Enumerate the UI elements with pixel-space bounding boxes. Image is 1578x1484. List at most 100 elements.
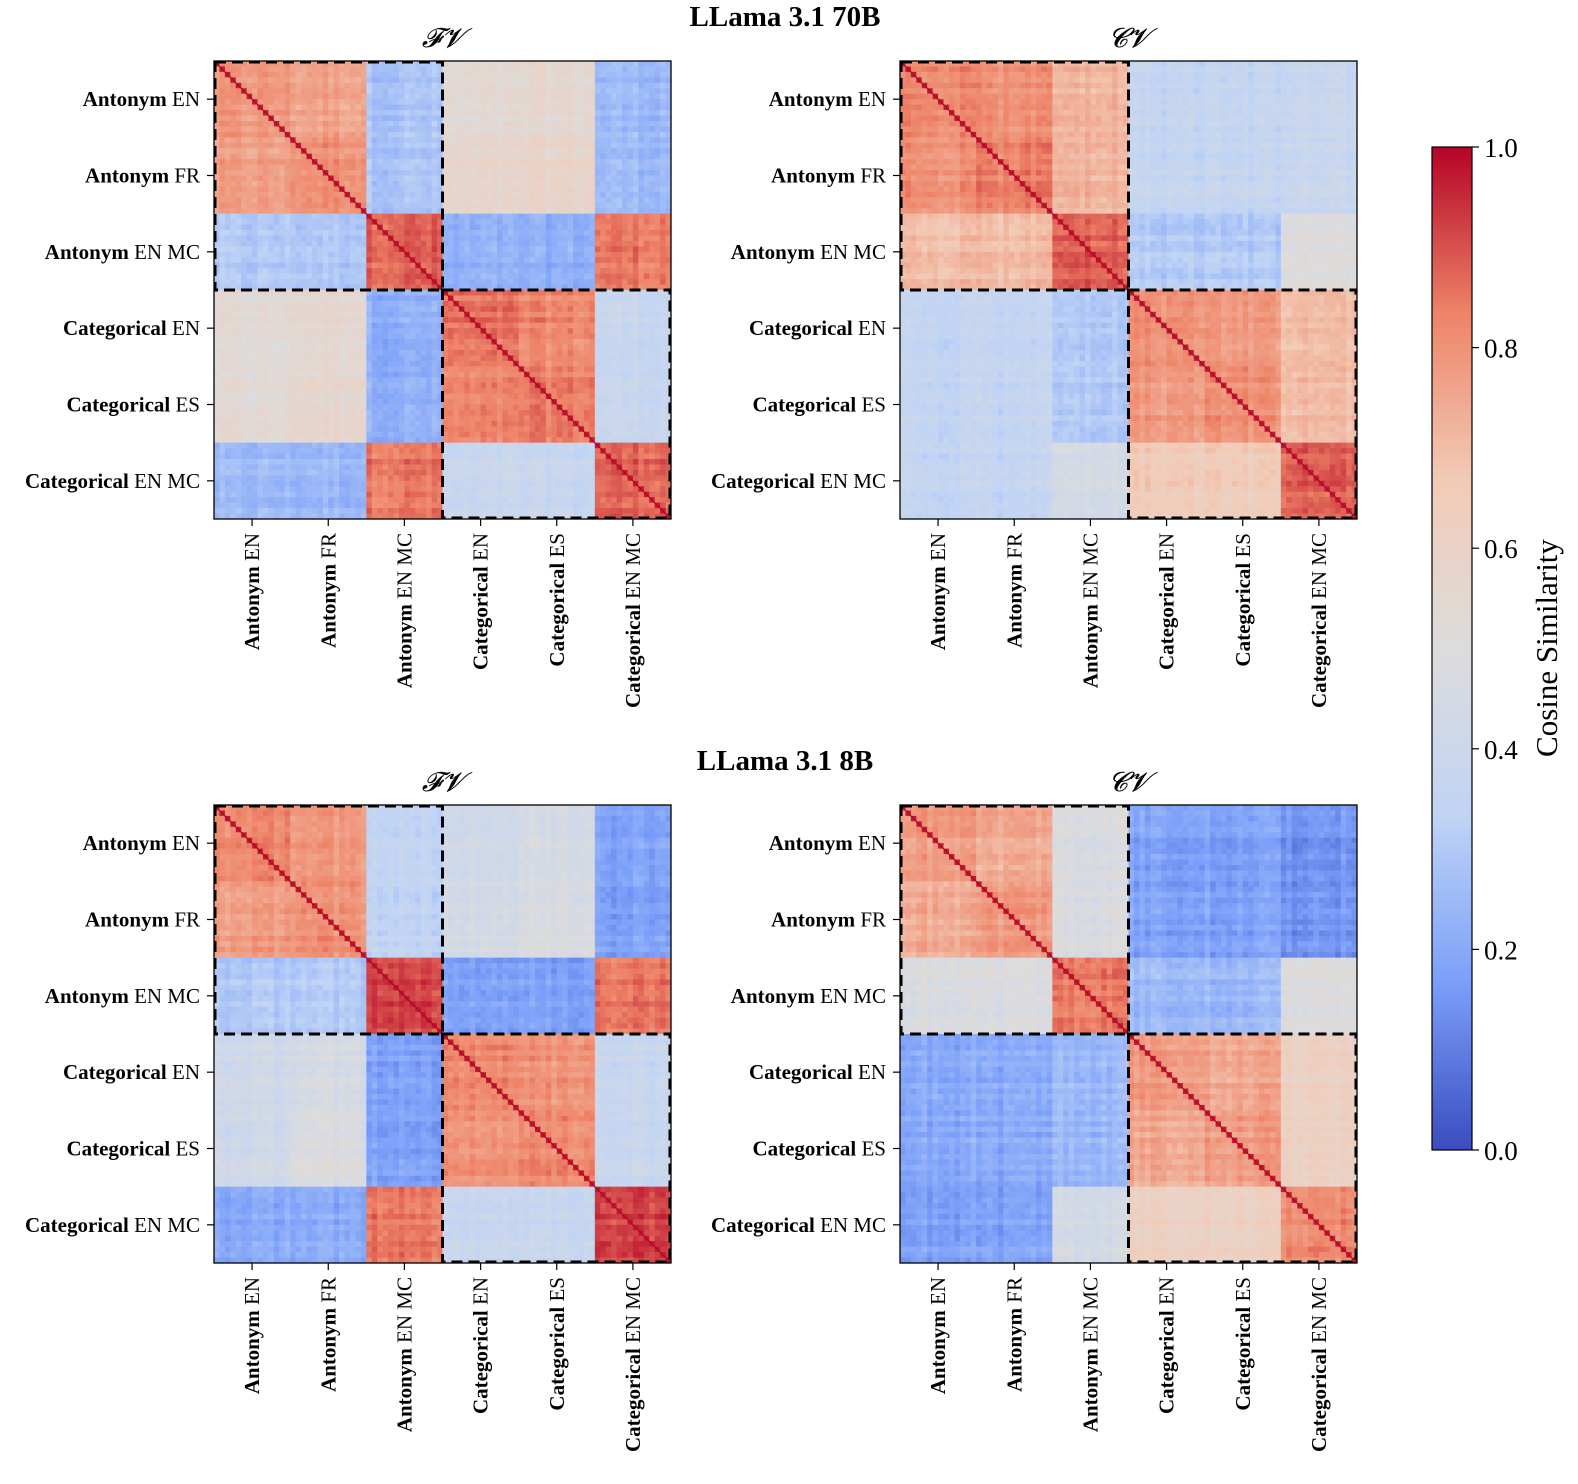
heatmap-cell [279, 273, 286, 280]
heatmap-cell [230, 328, 237, 335]
heatmap-cell [583, 148, 590, 155]
heatmap-cell [491, 175, 498, 182]
heatmap-cell [437, 235, 444, 242]
heatmap-cell [632, 131, 639, 138]
heatmap-cell [230, 71, 237, 78]
heatmap-cell [344, 148, 351, 155]
heatmap-cell [284, 180, 291, 187]
heatmap-cell [545, 306, 552, 313]
heatmap-cell [545, 371, 552, 378]
heatmap-cell [660, 279, 667, 286]
heatmap-cell [529, 268, 536, 275]
heatmap-cell [654, 251, 661, 258]
heatmap-cell [491, 82, 498, 89]
heatmap-cell [551, 137, 558, 144]
heatmap-cell [632, 366, 639, 373]
heatmap-cell [622, 322, 629, 329]
heatmap-cell [393, 224, 400, 231]
heatmap-cell [518, 202, 525, 209]
heatmap-cell [317, 339, 324, 346]
heatmap-cell [534, 120, 542, 128]
heatmap-cell [469, 366, 476, 373]
heatmap-cell [235, 208, 242, 215]
heatmap-cell [518, 273, 525, 280]
heatmap-cell [355, 355, 362, 362]
heatmap-cell [377, 186, 384, 193]
heatmap-cell [431, 257, 438, 264]
heatmap-cell [252, 251, 259, 258]
heatmap-cell [578, 175, 585, 182]
heatmap-cell [643, 104, 650, 111]
heatmap-cell [230, 66, 237, 73]
heatmap-cell [442, 240, 449, 247]
heatmap-cell [235, 344, 242, 351]
heatmap-cell [458, 311, 465, 318]
heatmap-cell [529, 349, 536, 357]
heatmap-cell [273, 219, 280, 226]
heatmap-cell [279, 306, 286, 313]
heatmap-cell [339, 66, 346, 73]
heatmap-cell [241, 295, 248, 302]
heatmap-cell [301, 77, 308, 84]
heatmap-cell [219, 224, 226, 231]
heatmap-cell [437, 131, 444, 138]
heatmap-cell [382, 213, 389, 220]
heatmap-cell [594, 306, 601, 313]
heatmap-cell [578, 311, 585, 318]
heatmap-cell [404, 104, 411, 111]
heatmap-cell [540, 131, 547, 138]
heatmap-cell [600, 142, 607, 149]
heatmap-cell [295, 224, 302, 231]
heatmap-cell [507, 273, 514, 280]
heatmap-cell [556, 131, 563, 138]
heatmap-cell [355, 377, 362, 384]
heatmap-cell [306, 279, 313, 286]
heatmap-cell [573, 170, 580, 177]
heatmap-cell [214, 224, 221, 231]
heatmap-cell [529, 355, 536, 362]
heatmap-cell [442, 235, 449, 242]
heatmap-cell [534, 159, 542, 166]
heatmap-cell [622, 235, 629, 242]
heatmap-cell [578, 219, 585, 226]
heatmap-cell [317, 191, 324, 198]
heatmap-cell [241, 251, 248, 258]
heatmap-cell [301, 61, 308, 68]
heatmap-cell [486, 104, 493, 111]
heatmap-cell [518, 142, 525, 149]
heatmap-cell [431, 251, 438, 258]
heatmap-cell [350, 186, 357, 193]
heatmap-cell [388, 251, 395, 258]
heatmap-cell [632, 61, 639, 68]
heatmap-cell [273, 355, 280, 362]
heatmap-cell [578, 126, 585, 133]
heatmap-cell [284, 344, 291, 351]
heatmap-cell [480, 273, 487, 280]
heatmap-cell [545, 82, 552, 89]
heatmap-cell [502, 213, 509, 220]
heatmap-cell [627, 82, 634, 89]
heatmap-cell [518, 355, 525, 362]
heatmap-cell [649, 175, 656, 182]
heatmap-cell [420, 246, 427, 253]
heatmap-cell [366, 235, 373, 242]
heatmap-cell [447, 115, 454, 122]
heatmap-cell [578, 93, 585, 100]
heatmap-cell [224, 82, 231, 89]
heatmap-cell [611, 137, 618, 144]
heatmap-cell [583, 360, 590, 367]
heatmap-cell [513, 120, 520, 128]
heatmap-cell [409, 126, 416, 133]
heatmap-cell [350, 382, 357, 389]
heatmap-cell [420, 110, 427, 117]
heatmap-cell [464, 164, 471, 171]
heatmap-cell [551, 366, 558, 373]
heatmap-cell [638, 180, 645, 187]
heatmap-cell [235, 262, 242, 269]
heatmap-cell [583, 284, 590, 291]
heatmap-cell [431, 246, 438, 253]
heatmap-cell [589, 306, 596, 313]
heatmap-cell [562, 235, 569, 242]
heatmap-cell [551, 61, 558, 68]
heatmap-cell [611, 175, 618, 182]
